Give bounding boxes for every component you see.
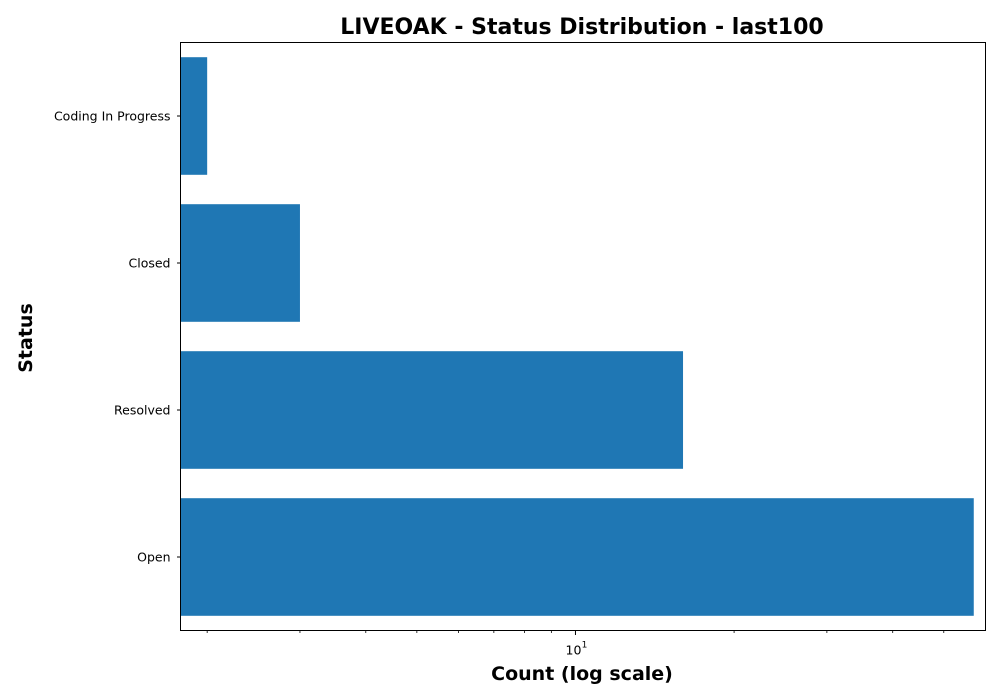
y-tick-label-coding-in-progress: Coding In Progress [54, 109, 171, 124]
bars-group [180, 57, 974, 616]
y-ticks-group: Open Resolved Closed Coding In Progress [54, 109, 181, 565]
chart-title: LIVEOAK - Status Distribution - last100 [340, 15, 823, 40]
y-tick-label-resolved: Resolved [114, 403, 170, 418]
plot-frame [180, 42, 986, 631]
x-tick-exponent-10: 1 [582, 641, 588, 651]
y-tick-label-open: Open [137, 550, 170, 565]
bar-open [180, 498, 974, 616]
y-axis-label: Status [15, 303, 37, 373]
x-tick-label-10: 10 [566, 643, 582, 658]
bar-coding-in-progress [180, 57, 208, 175]
x-axis-label: Count (log scale) [491, 663, 673, 685]
y-tick-label-closed: Closed [129, 256, 171, 271]
bar-resolved [180, 351, 684, 469]
bar-closed [180, 204, 300, 322]
